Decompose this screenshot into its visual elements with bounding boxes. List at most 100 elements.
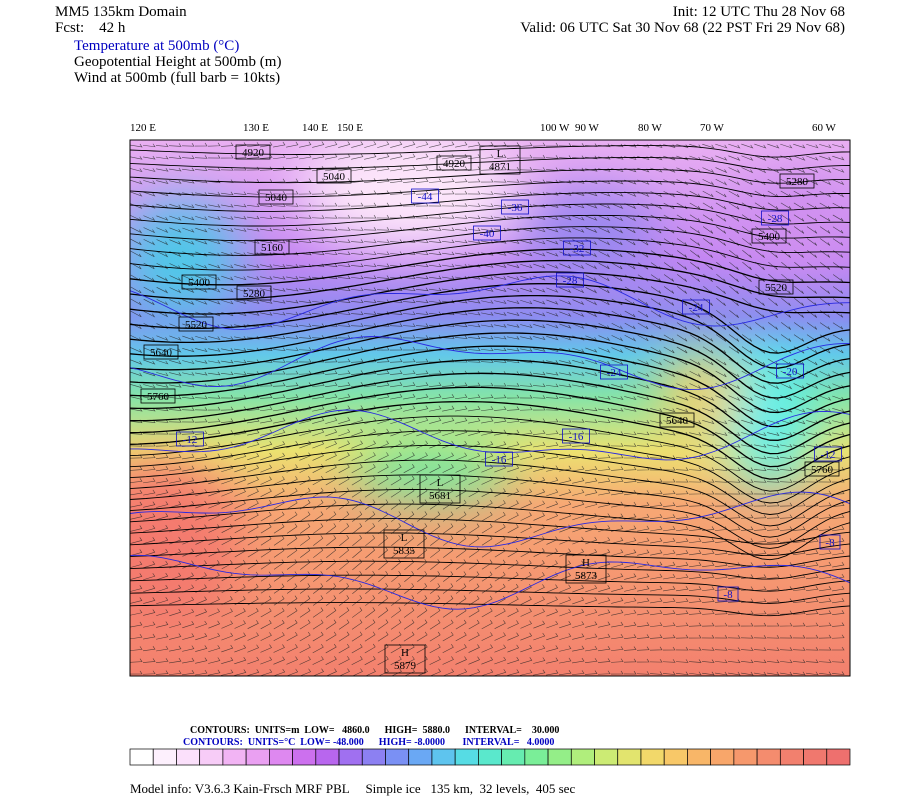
init: Init: 12 UTC Thu 28 Nov 68 [672,4,845,20]
height-contour [130,332,850,414]
color-swatch [756,748,781,766]
color-swatch [385,748,410,766]
height-label: 4920 [242,147,265,159]
temperature-label-box [814,446,842,462]
temperature-label-box [600,364,628,380]
height-label: 5760 [147,391,170,403]
longitude-label: 120 E [130,122,156,134]
color-swatch [663,748,688,766]
temperature-label: -12 [821,449,836,461]
center-value: 5879 [394,660,417,672]
color-swatch [687,748,711,766]
height-contour [130,430,850,504]
height-contour [130,237,850,271]
color-swatch [803,748,828,766]
temperature-label-box [776,363,804,379]
height-contour [130,307,850,384]
center-letter: L [497,148,504,160]
height-contour [130,226,850,256]
field [130,140,850,676]
height-label-box [659,412,695,428]
color-swatch [199,748,224,766]
valid: Valid: 06 UTC Sat 30 Nov 68 (22 PST Fri … [520,20,845,36]
color-swatch [408,748,433,766]
height-contour [130,489,850,549]
longitude-label: 100 W [540,122,570,134]
center-box [479,145,521,175]
temperature-label-box [485,451,513,467]
height-label: 5520 [765,282,788,294]
color-swatch [570,748,595,766]
height-contour [130,459,850,527]
height-label-box [254,239,290,255]
shade [520,190,660,290]
center-box [383,529,425,559]
height-label: 5760 [811,464,834,476]
color-swatch [826,748,851,766]
temperature-label: -28 [768,213,783,225]
shade [350,440,510,500]
temperature-label-box [563,240,591,256]
height-contour [130,474,850,538]
color-swatch [733,748,758,766]
height-label: 5280 [786,176,809,188]
temperature-contour [130,275,850,330]
temperature-contour [130,554,850,610]
center-letter: H [401,647,409,659]
height-contour [130,444,850,515]
height-contour [130,271,850,315]
height-label: 5520 [185,319,208,331]
center-value: 5873 [575,570,598,582]
height-label: 5400 [758,231,781,243]
height-contour [130,283,850,354]
height-contour [130,294,850,369]
temperature-contour [130,336,850,391]
height-contour [130,180,850,198]
height-contour [130,157,850,171]
temperature-label: -40 [480,228,495,240]
temperature-label: -12 [183,434,198,446]
temperature-contour [130,491,850,548]
temperature-label-box [562,428,590,444]
height-label: 5040 [323,171,346,183]
center-box [565,554,607,584]
color-swatch [594,748,619,766]
height-contour [130,203,850,227]
height-contour [130,503,850,561]
title: MM5 135km Domain [55,4,187,20]
temperature-label-box [473,225,501,241]
height-contour [130,400,850,480]
forecast: Fcst: 42 h [55,20,126,36]
temperature-label-box [682,299,710,315]
center-box [384,644,426,674]
longitude-label: 130 E [243,122,269,134]
temperature-label: -8 [825,537,835,549]
center-value: 4871 [489,161,511,173]
height-contour [130,602,850,617]
shading [130,140,850,640]
shade [740,170,850,270]
height-contour [130,588,850,604]
height-contour [130,192,850,212]
shade [130,460,240,640]
shade [130,200,240,320]
color-swatch [292,748,317,766]
height-contour [130,574,850,592]
color-swatch [501,748,526,766]
height-label: 5400 [188,277,211,289]
model-info: Model info: V3.6.3 Kain-Frsch MRF PBL Si… [130,781,576,796]
height-contour [130,358,850,441]
height-label: 5160 [261,242,284,254]
height-label: 5640 [150,347,173,359]
temperature-label-box [761,210,789,226]
temperature-label: -36 [508,202,523,214]
center-letter: H [582,557,590,569]
height-contour [130,319,850,399]
temperature-contour-info: CONTOURS: UNITS=°C LOW= -48.000 HIGH= -8… [183,737,555,748]
color-swatch [176,748,201,766]
temperature-label: -32 [570,243,585,255]
temperature-label-box [176,431,204,447]
height-label: 5640 [666,415,689,427]
temperature-label: -44 [418,191,433,203]
